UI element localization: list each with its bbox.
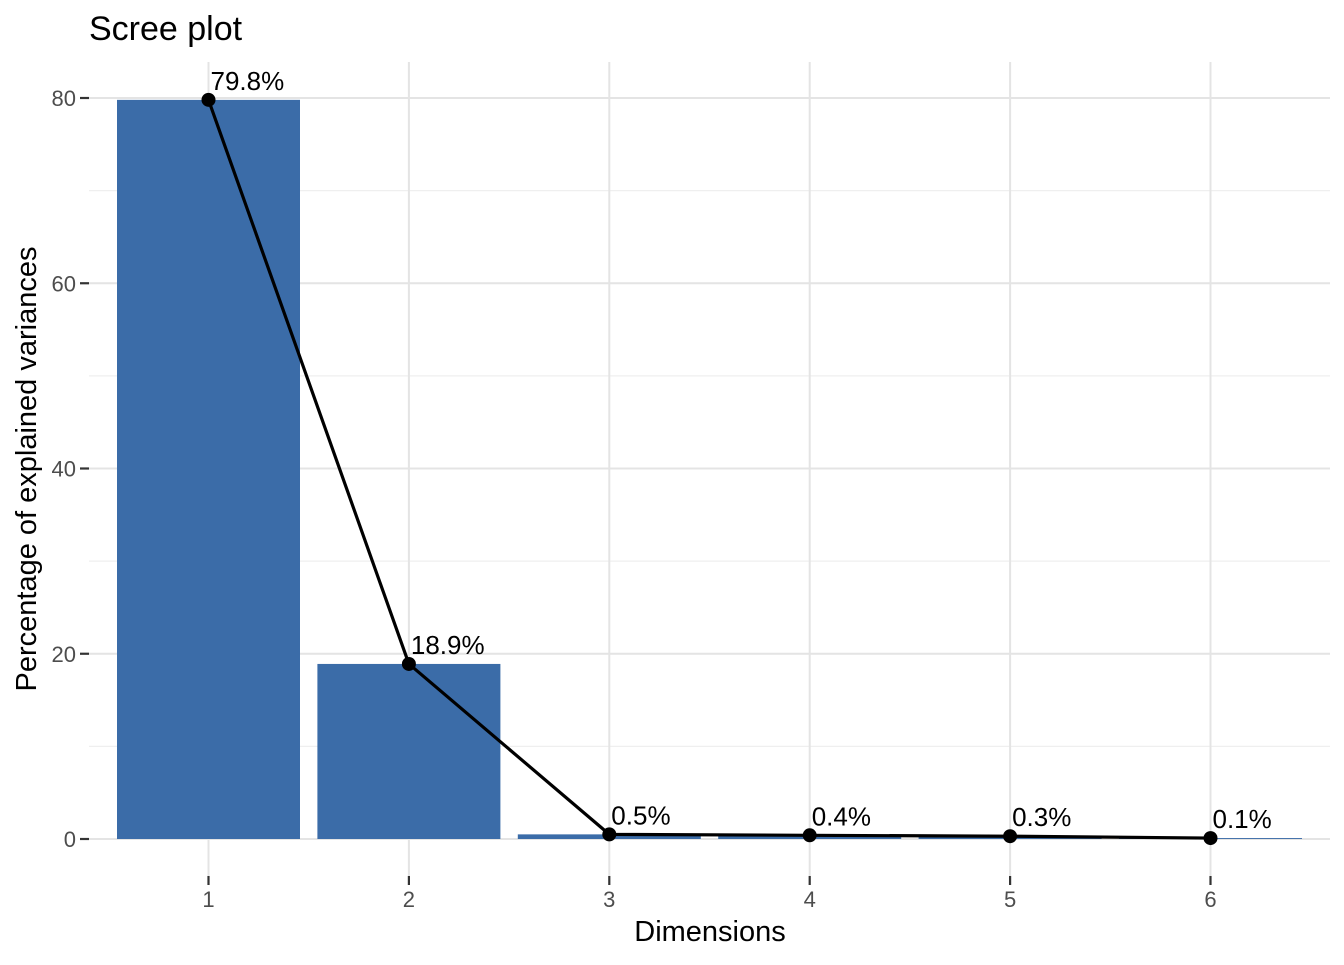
- y-tick-label-40: 40: [52, 457, 76, 482]
- y-tick-label-0: 0: [64, 827, 76, 852]
- eigenvalue-line: [206, 98, 1213, 840]
- x-axis-ticks: [207, 876, 1212, 885]
- value-label-dim-5: 0.3%: [1012, 802, 1071, 832]
- point-dim-4: [802, 828, 817, 843]
- value-label-dim-2: 18.9%: [411, 630, 485, 660]
- x-axis-tick-labels: 1 2 3 4 5 6: [202, 887, 1216, 912]
- value-labels: 79.8% 18.9% 0.5% 0.4% 0.3% 0.1%: [211, 66, 1272, 834]
- x-tick-label-dim-6: 6: [1204, 887, 1216, 912]
- x-tick-label-dim-3: 3: [603, 887, 615, 912]
- y-tick-label-80: 80: [52, 86, 76, 111]
- eigenvalue-polyline: [206, 98, 1213, 840]
- x-tick-label-dim-1: 1: [202, 887, 214, 912]
- x-tick-label-dim-5: 5: [1004, 887, 1016, 912]
- point-dim-2: [401, 656, 416, 671]
- y-axis-ticks: [80, 96, 89, 841]
- point-dim-1: [201, 92, 216, 107]
- y-tick-label-60: 60: [52, 271, 76, 296]
- plot-title: Scree plot: [89, 10, 243, 48]
- y-tick-label-20: 20: [52, 642, 76, 667]
- value-label-dim-1: 79.8%: [211, 66, 285, 96]
- value-label-dim-4: 0.4%: [812, 801, 871, 831]
- point-dim-6: [1203, 831, 1218, 846]
- x-axis-title: Dimensions: [634, 916, 786, 948]
- value-label-dim-6: 0.1%: [1213, 804, 1272, 834]
- point-dim-5: [1003, 829, 1018, 844]
- x-tick-label-dim-2: 2: [403, 887, 415, 912]
- x-tick-label-dim-4: 4: [804, 887, 816, 912]
- value-label-dim-3: 0.5%: [611, 800, 670, 830]
- variance-bars: [117, 99, 1302, 840]
- bar-dim-2: [317, 663, 501, 839]
- y-axis-title: Percentage of explained variances: [11, 247, 43, 692]
- data-points: [201, 92, 1218, 846]
- bar-dim-1: [117, 99, 300, 840]
- point-dim-3: [602, 827, 617, 842]
- y-axis-tick-labels: 0 20 40 60 80: [52, 86, 76, 852]
